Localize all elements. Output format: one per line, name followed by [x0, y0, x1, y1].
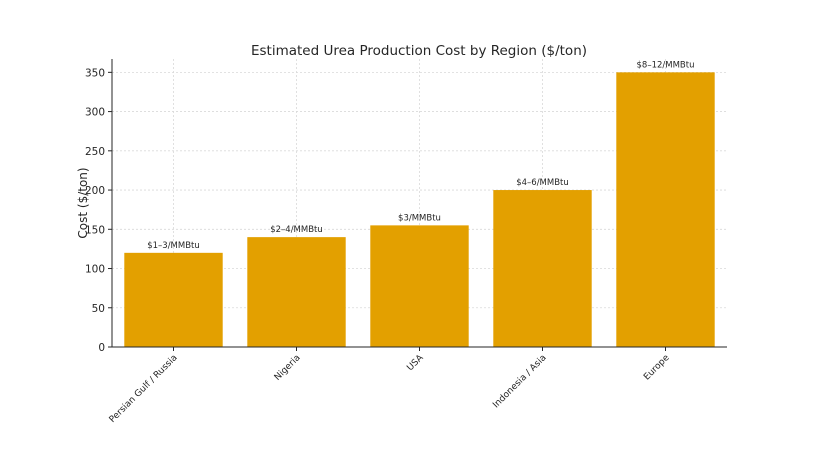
x-tick-label: Persian Gulf / Russia	[108, 353, 180, 425]
y-tick-label: 0	[98, 342, 105, 354]
y-tick-label: 300	[85, 107, 105, 119]
bar	[247, 237, 346, 347]
y-tick-label: 200	[85, 185, 105, 197]
y-tick-label: 150	[85, 224, 105, 236]
y-tick-label: 350	[85, 67, 105, 79]
x-tick-label: USA	[405, 352, 426, 373]
bar	[370, 225, 469, 347]
bar	[493, 190, 592, 347]
bar	[124, 252, 223, 347]
bar-data-label: $1–3/MMBtu	[147, 241, 200, 251]
axes	[108, 59, 727, 351]
x-tick-label: Nigeria	[273, 353, 303, 383]
y-tick-label: 100	[85, 264, 105, 276]
y-tick-label: 250	[85, 146, 105, 158]
chart-title: Estimated Urea Production Cost by Region…	[251, 43, 587, 59]
y-tick-label: 50	[92, 303, 105, 315]
bar-data-label: $3/MMBtu	[398, 213, 441, 223]
x-tick-label: Indonesia / Asia	[491, 353, 548, 410]
bar	[616, 72, 715, 347]
bars	[124, 72, 715, 347]
y-axis-label: Cost ($/ton)	[76, 167, 90, 238]
bar-data-label: $4–6/MMBtu	[516, 178, 569, 188]
bar-data-label: $2–4/MMBtu	[270, 225, 323, 235]
x-tick-label: Europe	[642, 353, 672, 383]
bar-data-label: $8–12/MMBtu	[637, 60, 695, 70]
